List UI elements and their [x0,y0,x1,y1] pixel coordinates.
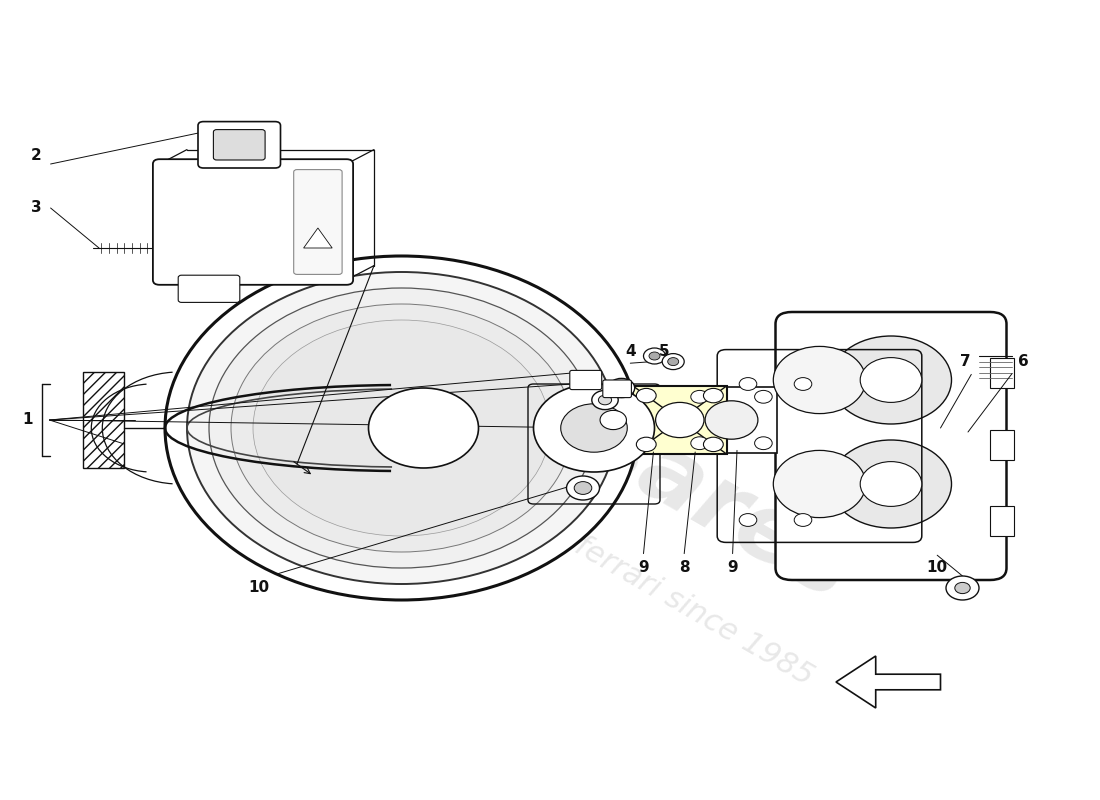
Circle shape [946,576,979,600]
Circle shape [187,272,616,584]
Circle shape [830,440,952,528]
Circle shape [231,304,572,552]
Circle shape [615,383,628,393]
Text: 1: 1 [22,413,33,427]
Text: 9: 9 [727,561,738,575]
Circle shape [636,389,656,403]
FancyBboxPatch shape [153,159,353,285]
Bar [686,387,777,453]
Circle shape [860,358,922,402]
Circle shape [739,378,757,390]
Polygon shape [836,656,940,708]
Text: eurosares: eurosares [364,276,868,620]
Circle shape [794,378,812,390]
Text: 10: 10 [248,581,270,595]
Circle shape [691,437,708,450]
Circle shape [656,402,704,438]
Polygon shape [304,228,332,248]
Circle shape [566,476,600,500]
Circle shape [668,358,679,366]
Circle shape [703,389,723,403]
Circle shape [662,354,684,370]
Circle shape [368,388,478,468]
Text: 4: 4 [625,345,636,359]
Circle shape [739,514,757,526]
FancyBboxPatch shape [603,380,631,398]
Bar [990,506,1014,536]
FancyBboxPatch shape [178,275,240,302]
FancyBboxPatch shape [776,312,1007,580]
Circle shape [598,395,612,405]
Bar [634,386,727,454]
Bar [82,372,124,468]
Bar [990,358,1014,388]
Circle shape [705,401,758,439]
Circle shape [574,482,592,494]
Circle shape [773,450,866,518]
Circle shape [860,462,922,506]
Circle shape [649,352,660,360]
Circle shape [703,437,723,451]
Circle shape [955,582,970,594]
Circle shape [773,346,866,414]
Circle shape [608,378,635,398]
Text: 9: 9 [638,561,649,575]
Text: 3: 3 [31,201,42,215]
Circle shape [691,390,708,403]
Circle shape [165,256,638,600]
Circle shape [755,437,772,450]
Circle shape [534,384,654,472]
Circle shape [830,336,952,424]
FancyBboxPatch shape [198,122,280,168]
Text: 6: 6 [1018,354,1028,369]
FancyBboxPatch shape [294,170,342,274]
Circle shape [794,514,812,526]
Circle shape [601,410,627,430]
Circle shape [253,320,550,536]
FancyBboxPatch shape [213,130,265,160]
Circle shape [644,348,666,364]
FancyBboxPatch shape [570,370,602,390]
Text: 8: 8 [679,561,690,575]
Circle shape [592,390,618,410]
Bar [990,430,1014,460]
Text: 2: 2 [31,149,42,163]
Text: 10: 10 [926,561,948,575]
Circle shape [755,390,772,403]
Circle shape [209,288,594,568]
Text: 5: 5 [659,345,670,359]
Circle shape [636,437,656,451]
Text: a passion for ferrari since 1985: a passion for ferrari since 1985 [392,428,818,692]
Text: 7: 7 [960,354,971,369]
Circle shape [561,404,627,452]
